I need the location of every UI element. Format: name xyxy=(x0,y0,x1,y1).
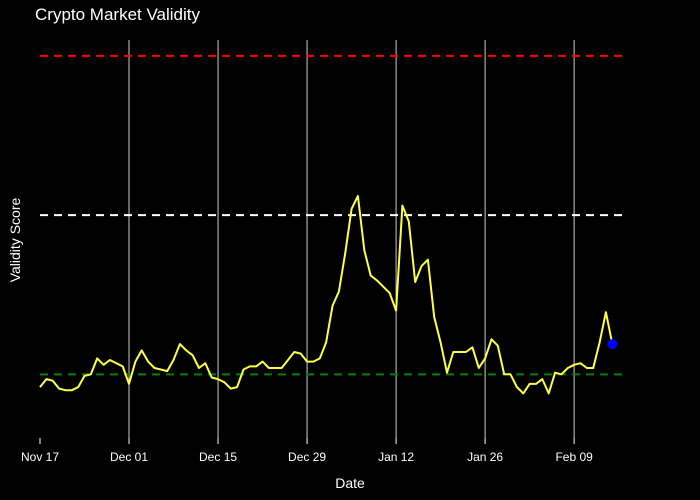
x-gridlines xyxy=(128,40,575,438)
series-validity xyxy=(39,195,614,395)
plot-area xyxy=(39,40,625,438)
x-axis-title: Date xyxy=(335,475,365,491)
x-tick-label: Feb 09 xyxy=(555,450,593,464)
x-tick-label: Jan 12 xyxy=(378,450,414,464)
y-axis-title: Validity Score xyxy=(7,198,23,283)
last-point-marker-group xyxy=(607,339,618,350)
reference-lines xyxy=(40,54,625,376)
x-tick-label: Jan 26 xyxy=(467,450,503,464)
chart-title: Crypto Market Validity xyxy=(35,5,201,24)
x-tick-label: Dec 01 xyxy=(110,450,148,464)
x-tick-label: Dec 29 xyxy=(288,450,326,464)
series-line xyxy=(39,195,614,395)
x-axis: Nov 17 Dec 01 Dec 15 Dec 29 Jan 12 Jan 26 Feb … xyxy=(21,438,593,464)
x-tick-label: Dec 15 xyxy=(199,450,237,464)
last-point-marker xyxy=(607,339,618,350)
x-tick-label: Nov 17 xyxy=(21,450,59,464)
